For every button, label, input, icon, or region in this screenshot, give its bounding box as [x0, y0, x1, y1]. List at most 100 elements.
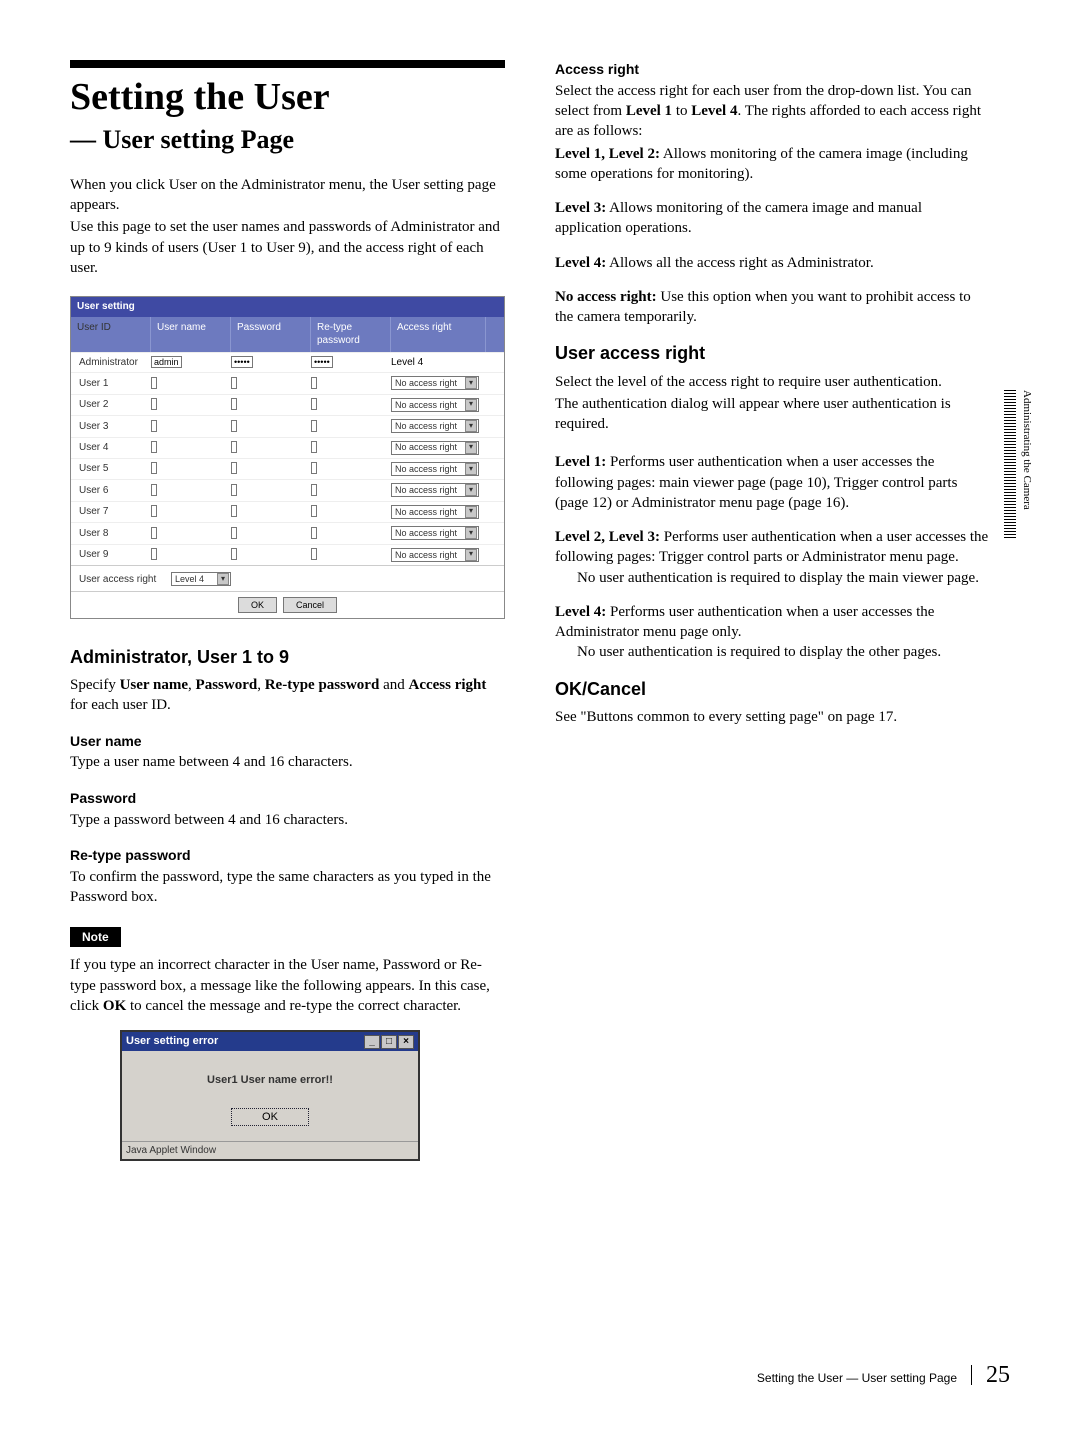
access-right-select[interactable]: No access right ▾: [391, 548, 479, 562]
footer-text: Setting the User — User setting Page: [757, 1370, 957, 1386]
chevron-down-icon: ▾: [465, 506, 477, 518]
dialog-status: Java Applet Window: [122, 1141, 418, 1160]
username-input[interactable]: [151, 505, 157, 517]
table-row: User 9No access right▾: [71, 544, 504, 565]
user-access-right-select[interactable]: Level 4 ▾: [171, 572, 231, 586]
username-input[interactable]: [151, 548, 157, 560]
chevron-down-icon: ▾: [465, 484, 477, 496]
username-input[interactable]: [151, 527, 157, 539]
access-right-select[interactable]: No access right▾: [391, 398, 479, 412]
minimize-icon[interactable]: _: [364, 1035, 380, 1049]
uar-value: Level 4: [175, 573, 204, 585]
cell-id: User 8: [71, 527, 151, 541]
chevron-down-icon: ▾: [465, 399, 477, 411]
footer-separator: [971, 1365, 972, 1385]
section-user-access-right: User access right: [555, 341, 990, 365]
def-level4: Level 4: Allows all the access right as …: [555, 253, 990, 273]
tab-indicator-lines: [1004, 390, 1016, 540]
user-setting-table: User setting User ID User name Password …: [70, 296, 505, 619]
access-right-select[interactable]: No access right▾: [391, 483, 479, 497]
admin-paragraph: Specify User name, Password, Re-type pas…: [70, 675, 505, 716]
password-input[interactable]: [231, 441, 237, 453]
access-right-value: No access right: [395, 420, 457, 432]
password-input[interactable]: [231, 527, 237, 539]
side-tab-label: Administrating the Camera: [1019, 390, 1034, 510]
chevron-down-icon: ▾: [465, 420, 477, 432]
access-right-value: No access right: [395, 549, 457, 561]
access-right-value: No access right: [395, 463, 457, 475]
section-ok-cancel: OK/Cancel: [555, 677, 990, 701]
intro-text-1: When you click User on the Administrator…: [70, 175, 505, 216]
retype-input[interactable]: [311, 377, 317, 389]
retype-input[interactable]: [311, 420, 317, 432]
okcancel-text: See "Buttons common to every setting pag…: [555, 707, 990, 727]
retype-input[interactable]: [311, 548, 317, 560]
access-right-value: No access right: [395, 506, 457, 518]
password-input[interactable]: [231, 484, 237, 496]
chevron-down-icon: ▾: [465, 463, 477, 475]
close-icon[interactable]: ×: [398, 1035, 414, 1049]
password-input[interactable]: [231, 548, 237, 560]
cancel-button[interactable]: Cancel: [283, 597, 337, 613]
access-right-select[interactable]: No access right▾: [391, 376, 479, 390]
dialog-ok-button[interactable]: OK: [231, 1108, 309, 1126]
section-retype: Re-type password: [70, 846, 505, 865]
retype-input[interactable]: [311, 398, 317, 410]
username-input[interactable]: [151, 484, 157, 496]
password-input[interactable]: [231, 505, 237, 517]
access-right-value: No access right: [395, 441, 457, 453]
retype-input[interactable]: [311, 527, 317, 539]
table-row: User 2 No access right▾: [71, 394, 504, 415]
access-right-select[interactable]: No access right ▾: [391, 462, 479, 476]
password-input[interactable]: •••••: [231, 356, 253, 368]
username-input[interactable]: [151, 441, 157, 453]
cell-id: User 4: [71, 441, 151, 455]
chevron-down-icon: ▾: [465, 549, 477, 561]
access-right-select[interactable]: No access right▾: [391, 526, 479, 540]
header-userid: User ID: [71, 317, 151, 352]
section-administrator: Administrator, User 1 to 9: [70, 645, 505, 669]
table-row: User 4 No access right ▾: [71, 437, 504, 458]
table-header-row: User ID User name Password Re-type passw…: [71, 317, 504, 352]
password-input[interactable]: [231, 398, 237, 410]
uar-text-1: Select the level of the access right to …: [555, 372, 990, 392]
chevron-down-icon: ▾: [465, 377, 477, 389]
def-level12: Level 1, Level 2: Allows monitoring of t…: [555, 144, 990, 185]
def-noaccess: No access right: Use this option when yo…: [555, 287, 990, 328]
error-dialog: User setting error _ □ × User1 User name…: [120, 1030, 420, 1161]
cell-id: Administrator: [71, 356, 151, 370]
username-input[interactable]: [151, 377, 157, 389]
chevron-down-icon: ▾: [465, 442, 477, 454]
access-right-select[interactable]: No access right ▾: [391, 441, 479, 455]
section-access-right: Access right: [555, 60, 990, 79]
password-input[interactable]: [231, 462, 237, 474]
header-retype: Re-type password: [311, 317, 391, 352]
username-text: Type a user name between 4 and 16 charac…: [70, 752, 505, 772]
retype-input[interactable]: •••••: [311, 356, 333, 368]
username-input[interactable]: [151, 420, 157, 432]
section-password: Password: [70, 789, 505, 808]
chevron-down-icon: ▾: [465, 527, 477, 539]
section-rule: [70, 60, 505, 68]
cell-id: User 2: [71, 398, 151, 412]
access-right-select[interactable]: No access right ▾: [391, 419, 479, 433]
ok-button[interactable]: OK: [238, 597, 277, 613]
access-right-select[interactable]: No access right ▾: [391, 505, 479, 519]
retype-input[interactable]: [311, 441, 317, 453]
note-paragraph: If you type an incorrect character in th…: [70, 955, 505, 1016]
note-badge: Note: [70, 927, 121, 947]
maximize-icon[interactable]: □: [381, 1035, 397, 1049]
username-input[interactable]: admin: [151, 356, 182, 368]
page-footer: Setting the User — User setting Page 25: [757, 1359, 1010, 1391]
cell-id: User 1: [71, 377, 151, 391]
def-u-level4: Level 4: Performs user authentication wh…: [555, 602, 990, 663]
retype-text: To confirm the password, type the same c…: [70, 867, 505, 908]
retype-input[interactable]: [311, 505, 317, 517]
password-input[interactable]: [231, 420, 237, 432]
username-input[interactable]: [151, 398, 157, 410]
retype-input[interactable]: [311, 484, 317, 496]
cell-access: Level 4: [391, 356, 486, 370]
password-input[interactable]: [231, 377, 237, 389]
username-input[interactable]: [151, 462, 157, 474]
retype-input[interactable]: [311, 462, 317, 474]
